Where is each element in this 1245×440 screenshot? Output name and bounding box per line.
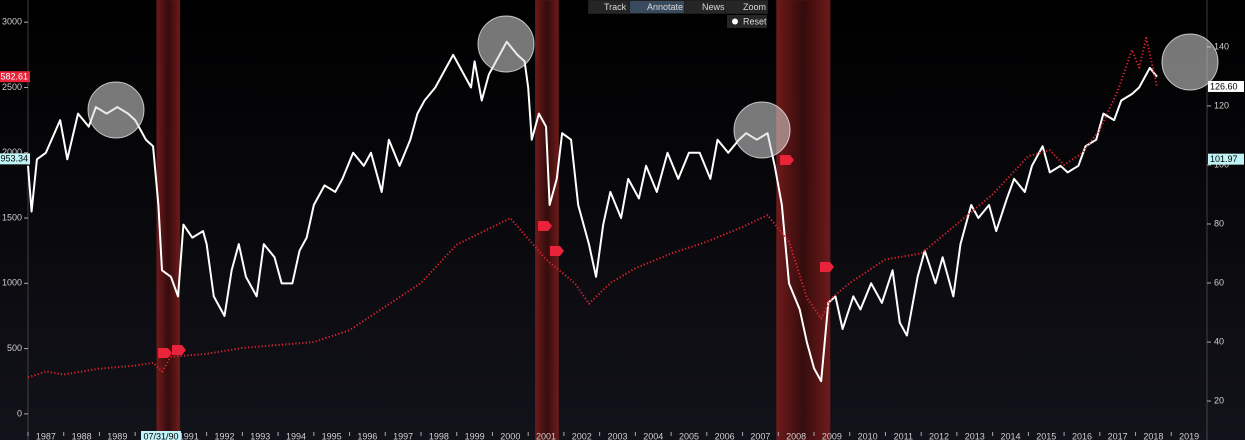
x-tick-label: 2002 — [572, 431, 592, 440]
button-label: Zoom — [743, 2, 766, 12]
y-tick-label: 3000 — [2, 17, 22, 27]
cursor-date: 07/31/90 — [141, 431, 181, 440]
reset-icon — [732, 18, 738, 25]
x-tick-label: 2010 — [858, 431, 878, 440]
button-label: Annotate — [647, 2, 683, 12]
x-tick-label: 2012 — [929, 431, 949, 440]
x-tick-label: 2019 — [1179, 431, 1199, 440]
y-tick-label: 2500 — [2, 82, 22, 92]
x-tick-label: 1987 — [36, 431, 56, 440]
value-tag-bg — [0, 71, 30, 83]
annotation-circle — [733, 101, 791, 159]
recession-band — [776, 0, 831, 440]
button-bg — [589, 1, 629, 13]
y-tick-label: 500 — [7, 343, 22, 353]
button-bg — [726, 1, 767, 13]
x-tick-label: 1997 — [393, 431, 413, 440]
x-tick-label: 2003 — [607, 431, 627, 440]
x-tick-label: 1998 — [429, 431, 449, 440]
event-flag — [550, 246, 564, 256]
button-bg — [727, 15, 767, 28]
x-tick-label: 1989 — [107, 431, 127, 440]
event-flag — [158, 348, 172, 358]
x-tick-label: 2001 — [536, 431, 556, 440]
cursor-date-bg — [141, 431, 181, 440]
y2-tick-label: 120 — [1214, 100, 1229, 110]
x-tick-label: 2018 — [1143, 431, 1163, 440]
annotation-circle — [87, 81, 145, 139]
x-tick-label: 2015 — [1036, 431, 1056, 440]
series-line — [27, 37, 1158, 379]
y2-tick-label: 40 — [1214, 336, 1224, 346]
x-tick-label: 1996 — [357, 431, 377, 440]
toolbar: Track Annotate News Zoom Reset — [588, 0, 768, 28]
x-tick-label: 1988 — [72, 431, 92, 440]
x-tick-label: 2013 — [965, 431, 985, 440]
event-flag — [820, 262, 834, 272]
x-tick-label: 1991 — [179, 431, 199, 440]
x-tick-label: 2016 — [1072, 431, 1092, 440]
x-tick-label: 2006 — [715, 431, 735, 440]
x-tick-label: 1992 — [214, 431, 234, 440]
x-tick-label: 2005 — [679, 431, 699, 440]
y-tick-label: 1500 — [2, 212, 22, 222]
y-tick-label: 2000 — [2, 147, 22, 157]
annotation-circles — [87, 15, 1219, 159]
x-tick-label: 2004 — [643, 431, 663, 440]
value-tag-bg — [1208, 153, 1244, 165]
value-tag: 2582.61 — [0, 72, 28, 82]
button-label: Track — [604, 2, 627, 12]
event-flag — [172, 345, 186, 355]
annotation-circle — [1161, 33, 1219, 91]
x-tick-label: 2009 — [822, 431, 842, 440]
recession-band — [156, 0, 181, 440]
x-tick-label: 2017 — [1108, 431, 1128, 440]
x-tick-label: 2011 — [894, 431, 913, 440]
button-bg — [630, 1, 684, 13]
cursor-date-label: 07/31/90 — [143, 431, 178, 440]
event-flag — [538, 221, 552, 231]
y2-tick-label: 20 — [1214, 395, 1224, 405]
button-label: News — [702, 2, 725, 12]
x-tick-label: 1993 — [250, 431, 270, 440]
series-line — [27, 40, 1158, 383]
x-tick-label: 1994 — [286, 431, 306, 440]
reset-button[interactable]: Reset — [727, 15, 767, 28]
y-tick-label: 0 — [17, 408, 22, 418]
x-tick-label: 1995 — [322, 431, 342, 440]
event-flag — [780, 155, 794, 165]
recession-band — [535, 0, 559, 440]
zoom-button[interactable]: Zoom — [726, 1, 767, 13]
button-bg — [685, 1, 725, 13]
value-tag-bg — [1208, 80, 1244, 92]
value-tag-bg — [0, 153, 30, 165]
y2-tick-label: 60 — [1214, 277, 1224, 287]
track-button[interactable]: Track — [589, 1, 629, 13]
annotation-circle — [477, 15, 535, 73]
x-tick-label: 2007 — [750, 431, 770, 440]
annotate-button[interactable]: Annotate — [630, 1, 684, 13]
y2-tick-label: 140 — [1214, 41, 1229, 51]
button-label: Reset — [743, 16, 767, 26]
value-tag: 101.97 — [1210, 154, 1238, 164]
event-flags — [158, 155, 834, 358]
y2-tick-label: 80 — [1214, 218, 1224, 228]
x-tick-label: 1999 — [465, 431, 485, 440]
news-button[interactable]: News — [685, 1, 725, 13]
value-tag: 126.60 — [1210, 81, 1238, 91]
x-tick-label: 2008 — [786, 431, 806, 440]
x-tick-label: 2014 — [1000, 431, 1020, 440]
y-tick-label: 1000 — [2, 278, 22, 288]
x-tick-label: 2000 — [500, 431, 520, 440]
